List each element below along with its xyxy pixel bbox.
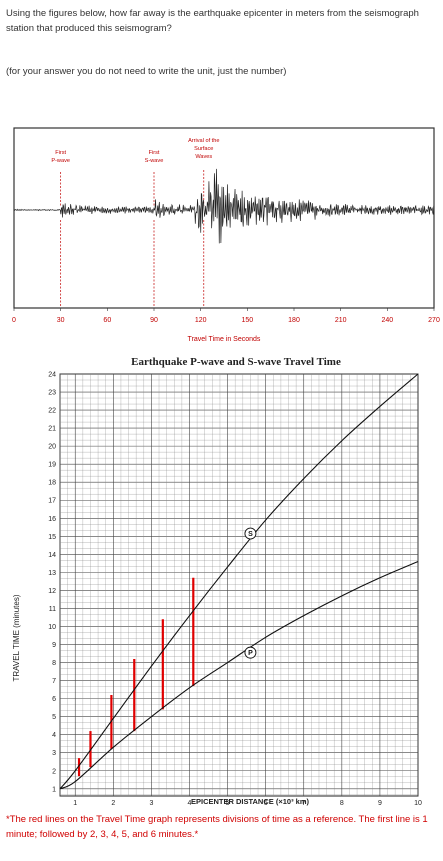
y-tick-label: 4 <box>52 732 56 739</box>
curve-label-circle <box>244 527 257 540</box>
seismogram-tick-label: 120 <box>195 317 207 324</box>
chart-plot-area <box>59 373 419 797</box>
y-tick-label: 8 <box>52 660 56 667</box>
x-tick-label: 2 <box>111 800 115 807</box>
curve-label-s: S <box>248 531 253 538</box>
x-tick-label: 7 <box>302 800 306 807</box>
x-tick-label: 3 <box>149 800 153 807</box>
x-tick-label: 6 <box>264 800 268 807</box>
y-tick-label: 20 <box>48 444 56 451</box>
travel-time-chart: Earthquake P-wave and S-wave Travel Time… <box>12 356 422 807</box>
y-tick-label: 6 <box>52 696 56 703</box>
seismogram-tick-label: 270 <box>428 317 440 324</box>
x-tick-label: 5 <box>226 800 230 807</box>
seismogram-x-axis-label: Travel Time in Seconds <box>188 336 261 343</box>
x-tick-label: 9 <box>378 800 382 807</box>
x-axis-label: EPICENTER DISTANCE (×10³ km) <box>191 797 310 806</box>
travel-curves <box>59 373 419 790</box>
footnote: *The red lines on the Travel Time graph … <box>6 814 428 840</box>
seismogram-tick-label: 240 <box>381 317 393 324</box>
y-axis-label: TRAVEL TIME (minutes) <box>12 594 21 681</box>
y-tick-label: 21 <box>48 426 56 433</box>
x-tick-labels: 1 2 3 4 5 6 7 8 9 10 <box>73 800 422 807</box>
y-tick-label: 5 <box>52 714 56 721</box>
y-tick-label: 10 <box>48 624 56 631</box>
y-tick-label: 3 <box>52 750 56 757</box>
chart-grid <box>59 373 419 797</box>
y-tick-label: 24 <box>48 372 56 379</box>
seismogram-x-ticks: 0 30 60 90 120 150 180 210 240 270 <box>12 308 440 324</box>
seismogram-tick-label: 150 <box>241 317 253 324</box>
seismogram-label-surface: Arrival of the <box>188 138 219 144</box>
chart-title: Earthquake P-wave and S-wave Travel Time <box>131 356 341 368</box>
curve-labels: SP <box>244 527 257 659</box>
y-tick-label: 11 <box>49 606 56 613</box>
seismogram-tick-label: 210 <box>335 317 347 324</box>
seismogram-tick-label: 30 <box>57 317 65 324</box>
y-tick-label: 19 <box>48 462 56 469</box>
seismogram-label-p-wave: P-wave <box>51 158 70 164</box>
seismogram-label-s-wave: First <box>149 150 160 156</box>
x-tick-label: 10 <box>414 800 422 807</box>
y-tick-label: 14 <box>48 552 56 559</box>
curve-s-wave <box>59 373 419 790</box>
seismogram-trace <box>13 168 435 244</box>
x-tick-label: 8 <box>340 800 344 807</box>
seismogram-label-surface: Surface <box>194 146 213 152</box>
question-note: (for your answer you do not need to writ… <box>6 66 287 77</box>
seismogram-frame <box>13 127 435 309</box>
curve-label-p: P <box>248 650 253 657</box>
y-tick-label: 18 <box>48 480 56 487</box>
seismogram-label-s-wave: S-wave <box>145 158 164 164</box>
seismogram-labels: First P-wave First S-wave Arrival of the Surf… <box>51 138 219 164</box>
seismogram-label-surface: Waves <box>195 154 212 160</box>
y-tick-label: 2 <box>52 768 56 775</box>
question-text: Using the figures below, how far away is… <box>6 8 419 34</box>
seismogram-label-p-wave: First <box>55 150 66 156</box>
y-tick-label: 7 <box>52 678 56 685</box>
seismogram-figure: First P-wave First S-wave Arrival of the Surf… <box>12 127 440 343</box>
y-tick-label: 12 <box>48 588 56 595</box>
y-tick-label: 1 <box>52 786 56 793</box>
x-tick-label: 1 <box>73 800 77 807</box>
seismogram-tick-label: 180 <box>288 317 300 324</box>
y-tick-label: 16 <box>48 516 56 523</box>
curve-p-wave <box>59 561 419 790</box>
y-tick-label: 9 <box>52 642 56 649</box>
y-tick-label: 22 <box>48 408 56 415</box>
seismogram-tick-label: 90 <box>150 317 158 324</box>
seismogram-tick-label: 0 <box>12 317 16 324</box>
curve-label-circle <box>244 646 257 659</box>
seismogram-tick-label: 60 <box>103 317 111 324</box>
x-tick-label: 4 <box>188 800 192 807</box>
y-tick-label: 23 <box>48 390 56 397</box>
y-tick-label: 15 <box>48 534 56 541</box>
y-tick-label: 13 <box>48 570 56 577</box>
y-tick-label: 17 <box>48 498 56 505</box>
